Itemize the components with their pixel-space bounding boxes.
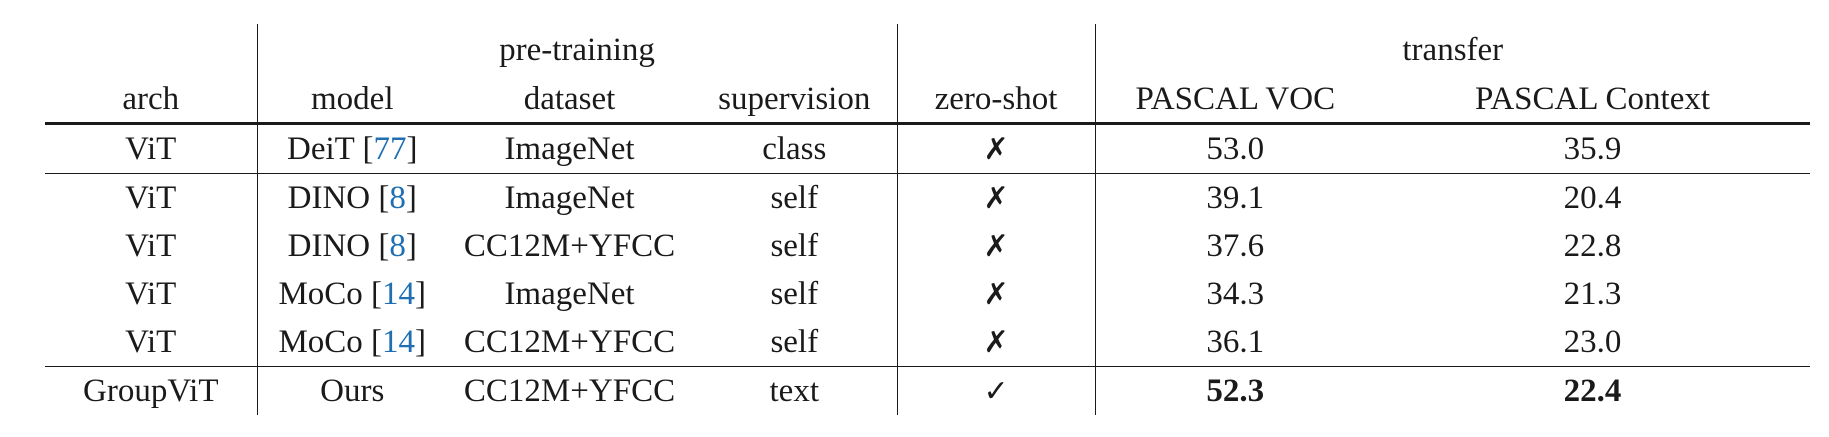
header-column-row: arch model dataset supervision zero-shot… bbox=[45, 76, 1811, 125]
cell-pascal-context: 21.3 bbox=[1563, 275, 1622, 312]
col-header-zero-shot: zero-shot bbox=[897, 76, 1096, 125]
cell-pascal-voc: 37.6 bbox=[1206, 227, 1265, 264]
col-header-pascal-voc: PASCAL VOC bbox=[1095, 76, 1376, 125]
cell-pascal-context: 20.4 bbox=[1563, 179, 1622, 216]
cell-arch: GroupViT bbox=[45, 366, 258, 415]
model-name: DINO bbox=[287, 179, 371, 216]
model-name: DeiT bbox=[287, 130, 355, 167]
check-mark-icon: ✓ bbox=[897, 366, 1096, 415]
cell-supervision: self bbox=[692, 173, 898, 222]
cell-supervision: self bbox=[692, 318, 898, 367]
cell-dataset: CC12M+YFCC bbox=[447, 318, 692, 367]
citation-link[interactable]: 14 bbox=[382, 323, 416, 360]
header-group-transfer: transfer bbox=[1402, 31, 1504, 68]
cell-pascal-voc: 34.3 bbox=[1206, 275, 1265, 312]
cell-model: DINO [8] bbox=[287, 179, 417, 216]
cell-pascal-context: 22.8 bbox=[1563, 227, 1622, 264]
cell-pascal-context: 23.0 bbox=[1375, 318, 1811, 367]
header-group-pre-training: pre-training bbox=[257, 24, 898, 76]
model-name: DINO bbox=[287, 227, 371, 264]
cell-model: Ours bbox=[320, 372, 385, 409]
cross-mark-icon: ✗ bbox=[897, 318, 1096, 367]
table-row: ViT DINO [8] CC12M+YFCC self ✗ 37.6 22.8 bbox=[45, 222, 1810, 270]
col-header-model: model bbox=[257, 76, 447, 125]
cell-pascal-voc: 52.3 bbox=[1206, 372, 1265, 409]
citation-link[interactable]: 14 bbox=[382, 275, 416, 312]
cell-arch: ViT bbox=[45, 173, 258, 222]
header-group-row: pre-training transfer bbox=[45, 24, 1810, 76]
cell-arch: ViT bbox=[45, 318, 258, 367]
cross-mark-icon: ✗ bbox=[897, 222, 1096, 270]
citation-link[interactable]: 77 bbox=[373, 130, 407, 167]
col-header-pascal-context: PASCAL Context bbox=[1375, 76, 1811, 125]
cell-arch: ViT bbox=[45, 222, 258, 270]
cell-arch: ViT bbox=[45, 123, 258, 174]
cross-mark-icon: ✗ bbox=[897, 123, 1096, 174]
table-row: ViT DINO [8] ImageNet self ✗ 39.1 20.4 bbox=[45, 173, 1810, 222]
cell-dataset: CC12M+YFCC bbox=[463, 372, 676, 409]
cell-arch: ViT bbox=[45, 270, 258, 318]
cell-model: MoCo [14] bbox=[278, 275, 427, 312]
col-header-dataset: dataset bbox=[447, 76, 692, 125]
cell-pascal-voc: 36.1 bbox=[1095, 318, 1376, 367]
table-row: ViT MoCo [14] CC12M+YFCC self ✗ 36.1 23.… bbox=[45, 318, 1811, 367]
header-group-arch-empty bbox=[45, 24, 258, 76]
cell-dataset: ImageNet bbox=[504, 275, 635, 312]
model-name: MoCo bbox=[278, 323, 363, 360]
cell-supervision: text bbox=[692, 366, 898, 415]
col-header-supervision: supervision bbox=[692, 76, 898, 125]
cell-model: DINO [8] bbox=[287, 227, 417, 264]
table-row-ours: GroupViT Ours CC12M+YFCC text ✓ 52.3 22.… bbox=[45, 366, 1810, 415]
header-group-zero-shot-empty bbox=[897, 24, 1096, 76]
cell-model: DeiT [77] bbox=[257, 123, 447, 174]
table-row: ViT MoCo [14] ImageNet self ✗ 34.3 21.3 bbox=[45, 270, 1810, 318]
col-header-arch: arch bbox=[45, 76, 258, 125]
cell-dataset: ImageNet bbox=[504, 179, 635, 216]
cell-supervision: self bbox=[692, 222, 898, 270]
results-table: pre-training transfer arch model dataset… bbox=[45, 24, 1811, 415]
citation-link[interactable]: 8 bbox=[389, 179, 406, 216]
cell-dataset: CC12M+YFCC bbox=[463, 227, 676, 264]
cell-pascal-voc: 39.1 bbox=[1206, 179, 1265, 216]
cell-pascal-context: 22.4 bbox=[1563, 372, 1622, 409]
model-name: MoCo bbox=[278, 275, 363, 312]
cross-mark-icon: ✗ bbox=[897, 270, 1096, 318]
cell-supervision: self bbox=[692, 270, 898, 318]
table-row: ViT DeiT [77] ImageNet class ✗ 53.0 35.9 bbox=[45, 123, 1811, 174]
cell-pascal-context: 35.9 bbox=[1375, 123, 1811, 174]
cell-dataset: ImageNet bbox=[447, 123, 692, 174]
cross-mark-icon: ✗ bbox=[897, 173, 1096, 222]
cell-pascal-voc: 53.0 bbox=[1095, 123, 1376, 174]
cell-supervision: class bbox=[692, 123, 898, 174]
citation-link[interactable]: 8 bbox=[389, 227, 406, 264]
cell-model: MoCo [14] bbox=[257, 318, 447, 367]
